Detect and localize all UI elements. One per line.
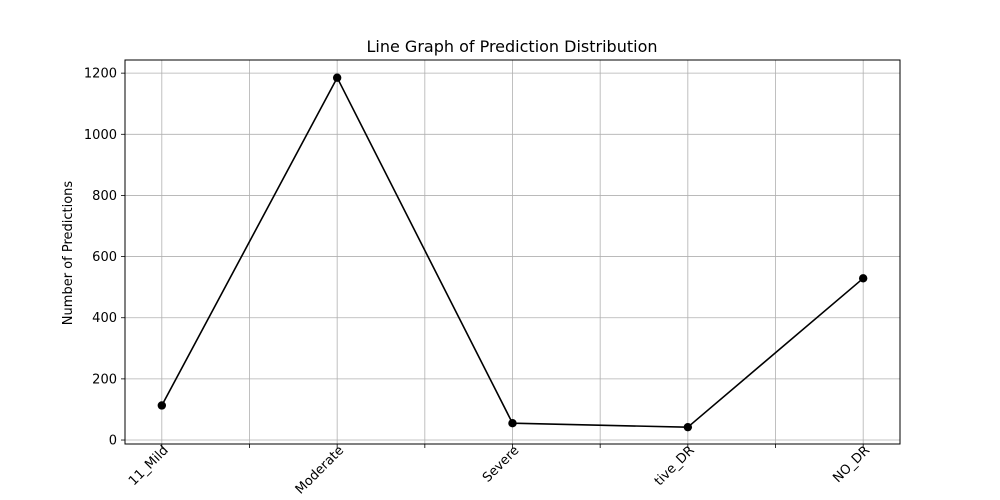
series-prediction-count <box>157 73 868 432</box>
y-axis-ticks: 0 200 400 600 800 1000 1200 <box>84 67 125 449</box>
data-point-1 <box>157 401 167 410</box>
y-tick-label: 0 <box>109 434 117 449</box>
data-point-4 <box>683 422 693 432</box>
y-tick-label: 800 <box>92 189 117 204</box>
y-axis-label: Number of Predictions <box>61 181 76 326</box>
grid-lines <box>125 60 900 444</box>
data-point-5 <box>858 274 868 283</box>
data-point-2 <box>332 73 342 82</box>
y-tick-label: 200 <box>92 372 117 387</box>
y-tick-label: 600 <box>92 250 117 265</box>
data-point-3 <box>508 419 517 428</box>
chart-title: Line Graph of Prediction Distribution <box>366 37 657 56</box>
y-tick-label: 1000 <box>84 128 117 143</box>
y-tick-label: 400 <box>92 311 117 326</box>
y-tick-label: 1200 <box>84 67 117 82</box>
